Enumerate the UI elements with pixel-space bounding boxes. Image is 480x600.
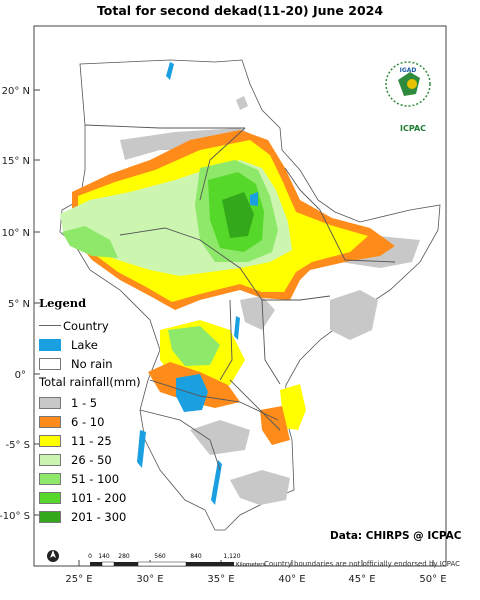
lat-label: -10° S xyxy=(0,511,30,522)
lat-label: 0° xyxy=(15,370,26,381)
legend-class-row: 11 - 25 xyxy=(39,431,149,450)
rain-class-label: 51 - 100 xyxy=(71,471,120,486)
rain-class-label: 101 - 200 xyxy=(71,490,127,505)
lat-label: 15° N xyxy=(2,156,30,167)
rain-class-label: 11 - 25 xyxy=(71,433,112,448)
lon-label: 35° E xyxy=(207,574,234,585)
country-line-icon xyxy=(39,325,61,326)
rain-class-label: 1 - 5 xyxy=(71,395,98,410)
rain-class-swatch xyxy=(39,415,61,428)
rain-class-swatch xyxy=(39,472,61,485)
north-arrow-icon xyxy=(47,550,59,562)
lat-label: 5° N xyxy=(8,299,30,310)
rain-class-swatch xyxy=(39,396,61,409)
country-borders xyxy=(84,124,396,471)
longitude-axis: 25° E 30° E 35° E 40° E 45° E 50° E xyxy=(65,560,447,585)
legend-class-row: 201 - 300 xyxy=(39,507,149,526)
rain-class-swatch xyxy=(39,434,61,447)
svg-text:280: 280 xyxy=(118,553,130,560)
lon-label: 40° E xyxy=(278,574,305,585)
rain-class-swatch xyxy=(39,510,61,523)
scale-bar: 0 140 280 560 840 1,120 Kilometers xyxy=(88,553,265,568)
lon-label: 50° E xyxy=(419,574,446,585)
svg-text:560: 560 xyxy=(154,553,166,560)
svg-text:0: 0 xyxy=(88,553,92,560)
no-rain-swatch xyxy=(39,357,61,370)
icpac-logo: IGAD xyxy=(385,61,431,107)
legend-rainfall-title: Total rainfall(mm) xyxy=(39,375,141,389)
svg-text:1,120: 1,120 xyxy=(223,553,240,560)
latitude-axis: 20° N 15° N 10° N 5° N 0° -5° S -10° S xyxy=(0,86,40,522)
legend-class-row: 51 - 100 xyxy=(39,469,149,488)
legend-title: Legend xyxy=(39,296,87,310)
lon-label: 45° E xyxy=(348,574,375,585)
lon-label: 25° E xyxy=(65,574,92,585)
rain-class-label: 26 - 50 xyxy=(71,452,112,467)
lat-label: 20° N xyxy=(2,86,30,97)
lon-label: 30° E xyxy=(136,574,163,585)
rain-class-label: 201 - 300 xyxy=(71,509,127,524)
svg-text:840: 840 xyxy=(190,553,202,560)
rain-class-label: 6 - 10 xyxy=(71,414,105,429)
legend-class-row: 1 - 5 xyxy=(39,393,149,412)
legend-country: Country xyxy=(39,316,149,335)
map-title: Total for second dekad(11-20) June 2024 xyxy=(96,3,384,18)
data-credit: Data: CHIRPS @ ICPAC xyxy=(330,530,462,542)
rain-class-swatch xyxy=(39,491,61,504)
rain-class-swatch xyxy=(39,453,61,466)
lat-label: 10° N xyxy=(2,228,30,239)
svg-text:Kilometers: Kilometers xyxy=(236,562,266,568)
svg-text:140: 140 xyxy=(98,553,110,560)
lake-swatch xyxy=(39,338,61,351)
legend-no-rain: No rain xyxy=(39,354,149,373)
rain-class-201-300-area xyxy=(222,192,254,238)
disclaimer: Country boundaries are not officially en… xyxy=(264,560,461,568)
map-legend: Legend Country Lake No rain Total rainfa… xyxy=(39,296,149,526)
legend-lake: Lake xyxy=(39,335,149,354)
lat-label: -5° S xyxy=(6,440,31,451)
legend-class-row: 101 - 200 xyxy=(39,488,149,507)
legend-class-row: 26 - 50 xyxy=(39,450,149,469)
svg-text:IGAD: IGAD xyxy=(400,67,417,74)
legend-class-row: 6 - 10 xyxy=(39,412,149,431)
logo-caption: ICPAC xyxy=(400,124,427,133)
legend-classes: 1 - 5 6 - 10 11 - 25 26 - 50 51 - 100 101 - 2… xyxy=(39,393,149,526)
